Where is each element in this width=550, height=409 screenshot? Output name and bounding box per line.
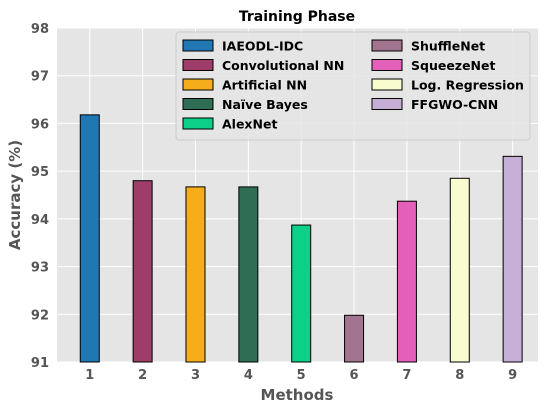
- bar: [449, 177, 470, 363]
- legend-swatch: [371, 78, 403, 91]
- x-tick-label: 7: [402, 368, 411, 383]
- legend-swatch: [182, 39, 214, 52]
- legend-label: FFGWO-CNN: [411, 97, 498, 112]
- bars: [79, 114, 523, 363]
- x-tick-label: 9: [508, 368, 517, 383]
- chart-title: Training Phase: [239, 9, 355, 25]
- legend-label: Artificial NN: [222, 78, 307, 93]
- legend: IAEODL-IDC Convolutional NN Artificial NN N…: [175, 31, 531, 141]
- y-tick-labels: 91 92 93 94 95 96 97 98: [31, 22, 49, 371]
- bar: [79, 114, 100, 363]
- x-tick-labels: 1 2 3 4 5 6 7 8 9: [85, 368, 517, 383]
- x-axis-label: Methods: [261, 386, 334, 404]
- legend-swatch: [371, 39, 403, 52]
- y-tick-label: 98: [31, 22, 49, 37]
- x-tick-label: 5: [297, 368, 306, 383]
- y-tick-label: 97: [31, 70, 49, 85]
- bar: [238, 186, 259, 363]
- y-axis-label: Accuracy (%): [6, 140, 24, 250]
- bar: [291, 224, 312, 363]
- legend-label: IAEODL-IDC: [222, 39, 303, 54]
- legend-label: ShuffleNet: [411, 39, 485, 54]
- x-tick-label: 1: [85, 368, 94, 383]
- x-tick-label: 6: [350, 368, 359, 383]
- y-tick-label: 95: [31, 165, 49, 180]
- y-tick-label: 91: [31, 356, 49, 371]
- legend-label: Naïve Bayes: [222, 97, 308, 112]
- bar: [344, 314, 365, 363]
- legend-swatch: [182, 78, 214, 91]
- legend-swatch: [371, 59, 403, 71]
- bar: [185, 186, 206, 363]
- bar: [502, 155, 523, 363]
- legend-swatch: [182, 98, 214, 110]
- bar: [396, 200, 417, 363]
- legend-swatch: [182, 59, 214, 71]
- legend-box: [175, 31, 531, 141]
- y-tick-label: 96: [31, 117, 49, 132]
- bar: [132, 180, 153, 363]
- x-tick-label: 2: [138, 368, 147, 383]
- legend-label: Log. Regression: [411, 78, 524, 93]
- legend-swatch: [371, 98, 403, 110]
- x-tick-label: 8: [455, 368, 464, 383]
- legend-swatch: [182, 117, 214, 130]
- y-tick-label: 93: [31, 261, 49, 276]
- legend-label: AlexNet: [222, 117, 277, 132]
- legend-label: Convolutional NN: [222, 58, 344, 73]
- legend-label: SqueezeNet: [411, 58, 495, 73]
- x-tick-label: 4: [244, 368, 253, 383]
- x-tick-label: 3: [191, 368, 200, 383]
- y-tick-label: 92: [31, 308, 49, 323]
- y-tick-label: 94: [31, 213, 49, 228]
